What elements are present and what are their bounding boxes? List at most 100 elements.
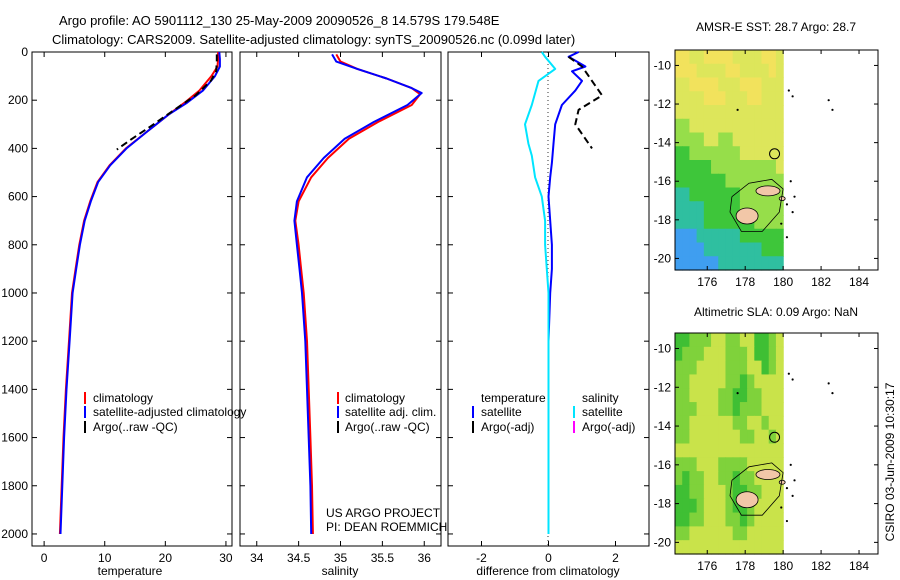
heatmap-cell (768, 415, 777, 431)
heatmap-cell (754, 374, 763, 389)
y-tick-label: 600 (8, 190, 28, 204)
heatmap-cell (725, 132, 734, 147)
heatmap-cell (754, 512, 763, 527)
heatmap-cell (732, 77, 741, 92)
heatmap-cell (711, 228, 719, 244)
heatmap-cell (703, 77, 712, 92)
heatmap-cell (696, 429, 705, 445)
heatmap-cell (768, 484, 777, 500)
heatmap-cell (775, 132, 784, 147)
heatmap-cell (739, 526, 748, 541)
x-tick-label: 182 (811, 559, 831, 573)
heatmap-cell (711, 77, 719, 92)
heatmap-cell (747, 457, 755, 472)
heatmap-cell (747, 256, 755, 271)
series-line-satellite-adj-clim- (293, 53, 423, 535)
heatmap-cell (689, 242, 698, 257)
heatmap-cell (725, 146, 734, 161)
heatmap-cell (696, 540, 705, 555)
heatmap-cell (675, 346, 683, 362)
heatmap-cell (775, 50, 784, 65)
heatmap-cell (675, 374, 683, 389)
heatmap-cell (739, 429, 748, 445)
heatmap-cell (682, 160, 691, 175)
islet-marker (787, 89, 790, 92)
heatmap-cell (711, 187, 719, 202)
heatmap-cell (725, 256, 734, 271)
heatmap-cell (696, 512, 705, 527)
heatmap-cell (703, 415, 712, 431)
heatmap-cell (718, 471, 727, 486)
x-tick-label: 0 (41, 551, 48, 565)
heatmap-cell (675, 91, 683, 106)
heatmap-cell (739, 402, 748, 417)
y-tick-label: -12 (654, 97, 672, 111)
heatmap-cell (775, 63, 784, 79)
heatmap-cell (689, 443, 698, 458)
heatmap-cell (754, 484, 763, 500)
heatmap-cell (732, 160, 741, 175)
heatmap-cell (725, 77, 734, 92)
heatmap-cell (675, 77, 683, 92)
islet-marker (791, 378, 794, 381)
heatmap-cell (761, 173, 770, 189)
islet-marker (831, 391, 834, 395)
heatmap-cell (768, 388, 777, 403)
heatmap-cell (689, 540, 698, 555)
heatmap-cell (775, 346, 784, 362)
heatmap-cell (711, 91, 719, 106)
heatmap-cell (754, 256, 763, 271)
heatmap-cell (703, 228, 712, 244)
heatmap-cell (718, 256, 727, 271)
heatmap-cell (732, 146, 741, 161)
heatmap-cell (761, 132, 770, 147)
heatmap-cell (711, 457, 719, 472)
heatmap-cell (689, 360, 698, 376)
heatmap-cell (682, 512, 691, 527)
heatmap-cell (761, 457, 770, 472)
heatmap-cell (682, 402, 691, 417)
heatmap-cell (725, 484, 734, 500)
heatmap-cell (768, 91, 777, 106)
heatmap-cell (711, 215, 719, 230)
heatmap-cell (711, 146, 719, 161)
heatmap-cell (768, 105, 777, 120)
heatmap-cell (768, 160, 777, 175)
heatmap-cell (675, 201, 683, 216)
heatmap-cell (747, 132, 755, 147)
heatmap-cell (711, 429, 719, 445)
legend-title-salinity: salinity (582, 391, 619, 405)
heatmap-cell (761, 91, 770, 106)
heatmap-cell (718, 484, 727, 500)
heatmap-cell (732, 540, 741, 555)
heatmap-cell (739, 471, 748, 486)
heatmap-cell (689, 526, 698, 541)
heatmap-cell (725, 526, 734, 541)
heatmap-cell (754, 498, 763, 514)
heatmap-cell (696, 457, 705, 472)
heatmap-cell (711, 360, 719, 376)
heatmap-cell (732, 132, 741, 147)
heatmap-cell (682, 187, 691, 202)
legend-label-sal-argo: Argo(-adj) (582, 420, 635, 434)
heatmap-cell (754, 146, 763, 161)
heatmap-cell (682, 146, 691, 161)
heatmap-cell (689, 77, 698, 92)
heatmap-cell (725, 63, 734, 79)
heatmap-cell (747, 50, 755, 65)
heatmap-cell (739, 256, 748, 271)
heatmap-cell (754, 91, 763, 106)
y-tick-label: 2000 (1, 527, 28, 541)
heatmap-cell (696, 228, 705, 244)
heatmap-cell (682, 50, 691, 65)
heatmap-cell (754, 50, 763, 65)
heatmap-cell (703, 242, 712, 257)
difference-xlabel: difference from climatology (476, 564, 619, 578)
heatmap-cell (689, 512, 698, 527)
heatmap-cell (761, 346, 770, 362)
heatmap-cell (711, 484, 719, 500)
islet-marker (787, 372, 790, 375)
heatmap-cell (689, 146, 698, 161)
legend-label-argo: Argo(..raw -QC) (345, 420, 430, 434)
